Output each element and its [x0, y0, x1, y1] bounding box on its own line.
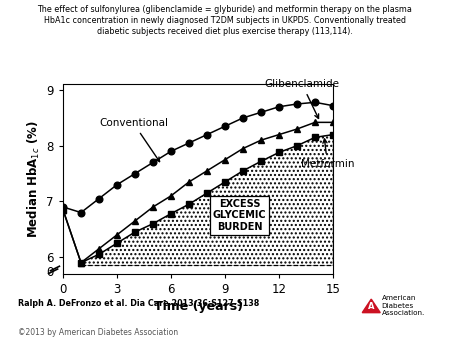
Text: EXCESS
GLYCEMIC
BURDEN: EXCESS GLYCEMIC BURDEN [212, 199, 266, 232]
Text: American
Diabetes
Association.: American Diabetes Association. [382, 295, 425, 316]
Text: Metformin: Metformin [301, 139, 354, 169]
Text: The effect of sulfonylurea (glibenclamide = glyburide) and metformin therapy on : The effect of sulfonylurea (glibenclamid… [37, 5, 413, 36]
Text: 0: 0 [47, 266, 54, 279]
Text: A: A [368, 302, 374, 311]
Text: Ralph A. DeFronzo et al. Dia Care 2013;36:S127-S138: Ralph A. DeFronzo et al. Dia Care 2013;3… [18, 299, 259, 308]
X-axis label: Time (years): Time (years) [153, 300, 243, 313]
Text: ©2013 by American Diabetes Association: ©2013 by American Diabetes Association [18, 328, 178, 337]
Text: Glibenclamide: Glibenclamide [265, 79, 340, 118]
Text: Conventional: Conventional [99, 118, 168, 162]
Y-axis label: Median HbA$_{1c}$ (%): Median HbA$_{1c}$ (%) [26, 120, 42, 238]
